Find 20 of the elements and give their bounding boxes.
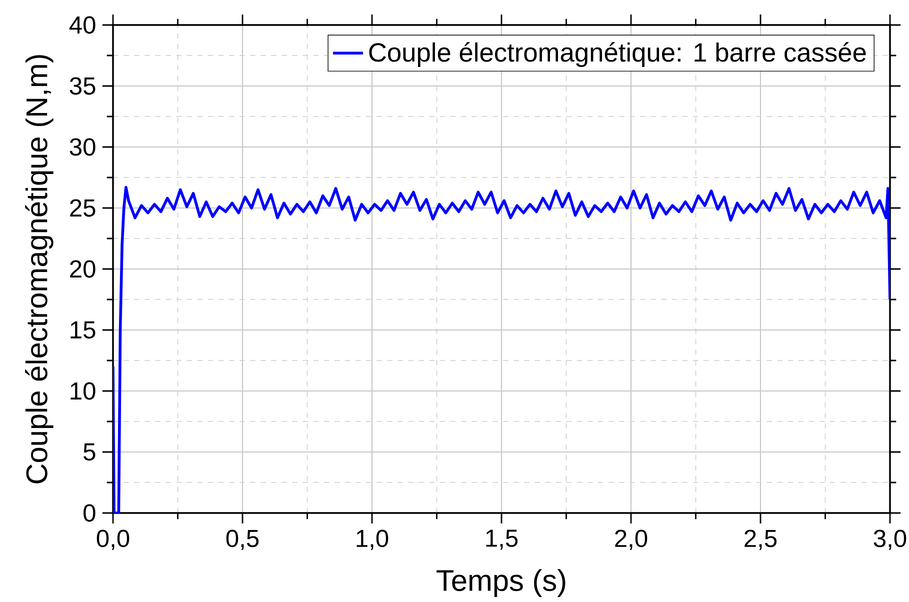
y-tick-label: 25 — [70, 199, 96, 217]
y-tick-label: 35 — [70, 77, 96, 95]
y-tick-label: 30 — [70, 138, 96, 156]
line-series — [113, 186, 890, 513]
y-axis-title: Couple électromagnétique (N,m) — [25, 55, 54, 484]
x-tick-label: 3,0 — [874, 530, 906, 550]
x-tick-label: 1,5 — [486, 530, 518, 550]
y-tick-label: 10 — [70, 382, 96, 400]
x-axis-title: Temps (s) — [436, 569, 566, 598]
x-tick-label: 0,0 — [96, 530, 130, 550]
x-tick-label: 1,0 — [356, 530, 388, 550]
x-tick-label: 0,5 — [226, 530, 259, 550]
y-tick-label: 15 — [70, 321, 96, 339]
y-tick-label: 40 — [69, 16, 96, 34]
y-tick-label: 0 — [84, 504, 96, 522]
y-tick-label: 20 — [70, 260, 96, 278]
legend-label: Couple électromagnétique: 1 barre cassée — [369, 42, 866, 68]
x-tick-label: 2,5 — [744, 530, 777, 550]
x-tick-label: 2,0 — [615, 530, 648, 550]
y-tick-label: 5 — [84, 443, 96, 461]
